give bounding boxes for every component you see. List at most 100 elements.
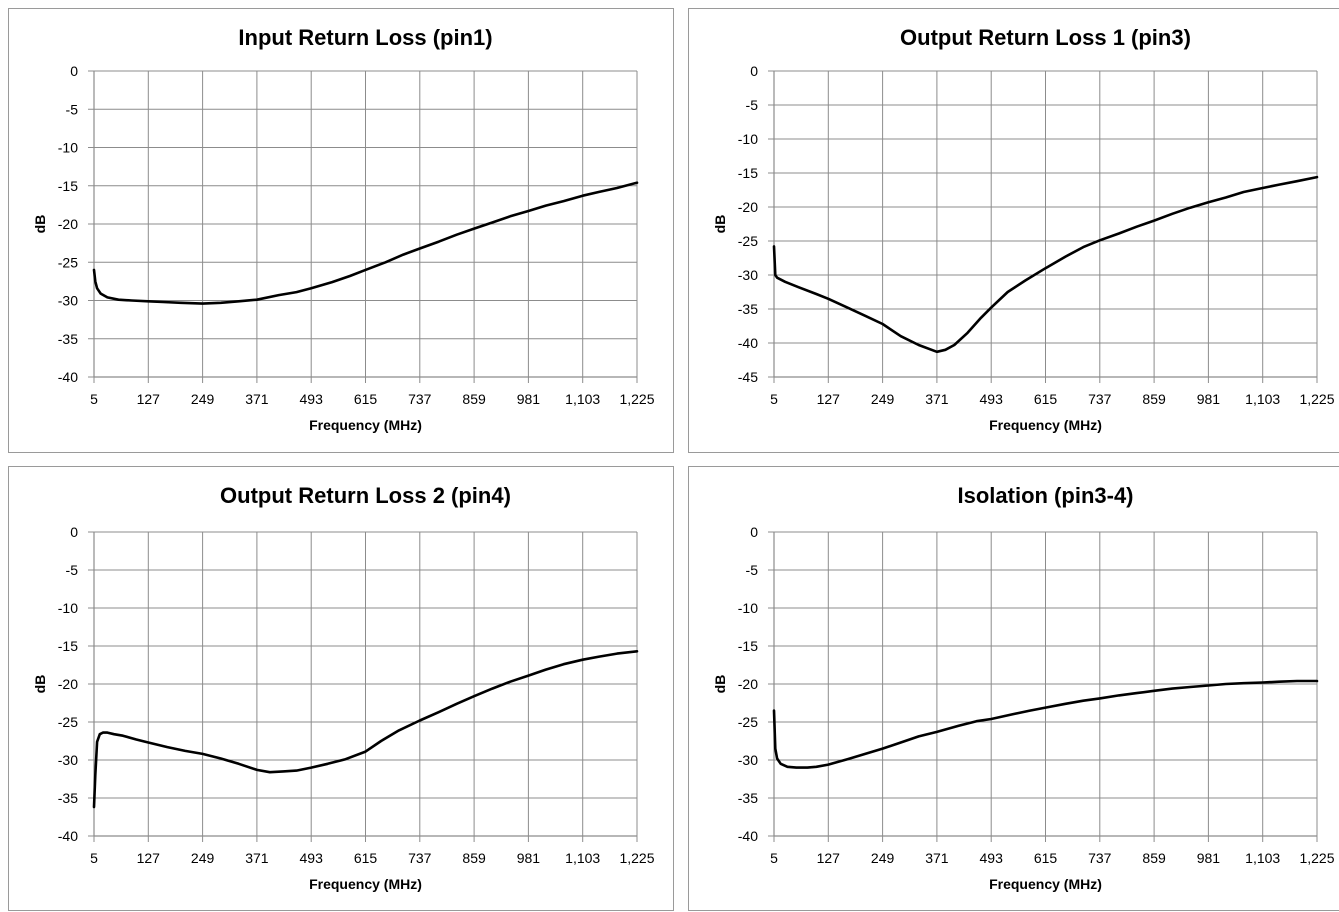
chart-panel-isolation: Isolation (pin3-4) 0 -5 -10 -15 -20 -25 -30 -35 -… bbox=[688, 466, 1339, 911]
y-tick-label: -10 bbox=[738, 131, 758, 147]
x-tick-label: 5 bbox=[770, 391, 778, 407]
x-tick-label: 493 bbox=[980, 391, 1004, 407]
y-tick-label: -10 bbox=[58, 140, 78, 156]
y-axis-label: dB bbox=[32, 675, 48, 694]
y-tick-label: -5 bbox=[746, 562, 759, 578]
series-line bbox=[772, 175, 1319, 354]
series-line bbox=[92, 650, 639, 809]
x-axis-label: Frequency (MHz) bbox=[309, 417, 422, 433]
chart-svg: Input Return Loss (pin1) 0 -5 -10 -15 -20 -25 -… bbox=[32, 25, 655, 433]
x-tick-label: 859 bbox=[462, 850, 486, 866]
y-tick-label: -35 bbox=[58, 331, 78, 347]
y-tick-label: -40 bbox=[58, 828, 78, 844]
y-tick-label: -20 bbox=[738, 676, 758, 692]
y-tick-label: -5 bbox=[746, 97, 759, 113]
y-tick-label: 0 bbox=[70, 524, 78, 540]
x-tick-label: 493 bbox=[300, 391, 324, 407]
y-tick-label: -25 bbox=[58, 254, 78, 270]
y-tick-label: -35 bbox=[738, 790, 758, 806]
x-tick-label: 859 bbox=[462, 391, 486, 407]
y-tick-label: -25 bbox=[738, 233, 758, 249]
x-tick-label: 5 bbox=[90, 850, 98, 866]
x-tick-label: 493 bbox=[980, 850, 1004, 866]
x-tick-label: 127 bbox=[817, 850, 841, 866]
y-tick-label: -15 bbox=[738, 638, 758, 654]
series-line bbox=[772, 679, 1319, 769]
x-tick-label: 249 bbox=[871, 391, 895, 407]
chart-title: Output Return Loss 2 (pin4) bbox=[220, 483, 511, 508]
x-tick-label: 737 bbox=[408, 391, 432, 407]
y-tick-label: -40 bbox=[738, 828, 758, 844]
x-tick-label: 737 bbox=[408, 850, 432, 866]
y-tick-label: -45 bbox=[738, 369, 758, 385]
x-tick-label: 371 bbox=[245, 391, 269, 407]
y-tick-label: -30 bbox=[738, 267, 758, 283]
x-tick-label: 249 bbox=[871, 850, 895, 866]
y-tick-label: -25 bbox=[738, 714, 758, 730]
x-tick-label: 1,225 bbox=[1299, 850, 1334, 866]
x-tick-label: 493 bbox=[300, 850, 324, 866]
y-tick-label: -40 bbox=[58, 369, 78, 385]
x-tick-label: 1,103 bbox=[565, 850, 600, 866]
x-tick-label: 981 bbox=[517, 391, 541, 407]
y-tick-label: -20 bbox=[738, 199, 758, 215]
x-tick-label: 859 bbox=[1142, 850, 1166, 866]
chart-panel-input-return-loss: Input Return Loss (pin1) 0 -5 -10 -15 -20 -25 -… bbox=[8, 8, 674, 453]
y-tick-label: -5 bbox=[66, 101, 79, 117]
x-tick-label: 1,103 bbox=[1245, 850, 1280, 866]
x-tick-label: 249 bbox=[191, 850, 215, 866]
y-tick-label: -40 bbox=[738, 335, 758, 351]
x-tick-label: 1,225 bbox=[1299, 391, 1334, 407]
x-tick-label: 737 bbox=[1088, 850, 1112, 866]
y-tick-label: -35 bbox=[738, 301, 758, 317]
x-tick-label: 615 bbox=[354, 391, 378, 407]
chart-svg: Output Return Loss 2 (pin4) 0 -5 -10 -15 -20 -… bbox=[32, 483, 655, 892]
x-tick-label: 127 bbox=[137, 391, 161, 407]
y-tick-label: -30 bbox=[738, 752, 758, 768]
x-tick-label: 127 bbox=[817, 391, 841, 407]
y-tick-label: -35 bbox=[58, 790, 78, 806]
x-tick-label: 1,225 bbox=[619, 850, 654, 866]
y-tick-label: -30 bbox=[58, 752, 78, 768]
x-tick-label: 1,103 bbox=[565, 391, 600, 407]
x-axis-label: Frequency (MHz) bbox=[989, 417, 1102, 433]
x-tick-label: 859 bbox=[1142, 391, 1166, 407]
x-tick-label: 737 bbox=[1088, 391, 1112, 407]
x-tick-label: 371 bbox=[245, 850, 269, 866]
x-tick-label: 981 bbox=[1197, 391, 1221, 407]
chart-panel-output-return-loss-2: Output Return Loss 2 (pin4) 0 -5 -10 -15 -20 -… bbox=[8, 466, 674, 911]
series-line bbox=[92, 181, 639, 305]
x-tick-label: 1,225 bbox=[619, 391, 654, 407]
y-tick-label: -25 bbox=[58, 714, 78, 730]
x-tick-label: 981 bbox=[517, 850, 541, 866]
y-axis-label: dB bbox=[712, 215, 728, 234]
y-axis-label: dB bbox=[32, 215, 48, 234]
y-tick-label: -20 bbox=[58, 216, 78, 232]
y-tick-label: 0 bbox=[750, 524, 758, 540]
x-tick-label: 615 bbox=[1034, 850, 1058, 866]
y-axis-label: dB bbox=[712, 675, 728, 694]
x-axis-label: Frequency (MHz) bbox=[309, 876, 422, 892]
x-tick-label: 615 bbox=[1034, 391, 1058, 407]
x-tick-label: 371 bbox=[925, 850, 949, 866]
chart-title: Isolation (pin3-4) bbox=[958, 483, 1134, 508]
y-tick-label: -10 bbox=[58, 600, 78, 616]
y-tick-label: -15 bbox=[738, 165, 758, 181]
x-tick-label: 371 bbox=[925, 391, 949, 407]
y-tick-label: -5 bbox=[66, 562, 79, 578]
x-tick-label: 5 bbox=[90, 391, 98, 407]
x-axis-label: Frequency (MHz) bbox=[989, 876, 1102, 892]
chart-svg: Output Return Loss 1 (pin3) 0 -5 -10 -15 -20 -… bbox=[712, 25, 1335, 433]
y-tick-label: -15 bbox=[58, 178, 78, 194]
y-tick-label: -15 bbox=[58, 638, 78, 654]
y-tick-label: -20 bbox=[58, 676, 78, 692]
x-tick-label: 5 bbox=[770, 850, 778, 866]
y-tick-label: -30 bbox=[58, 293, 78, 309]
x-tick-label: 127 bbox=[137, 850, 161, 866]
chart-title: Output Return Loss 1 (pin3) bbox=[900, 25, 1191, 50]
y-tick-label: 0 bbox=[750, 63, 758, 79]
x-tick-label: 615 bbox=[354, 850, 378, 866]
x-tick-label: 1,103 bbox=[1245, 391, 1280, 407]
chart-svg: Isolation (pin3-4) 0 -5 -10 -15 -20 -25 -30 -35 -… bbox=[712, 483, 1335, 892]
chart-panel-output-return-loss-1: Output Return Loss 1 (pin3) 0 -5 -10 -15 -20 -… bbox=[688, 8, 1339, 453]
